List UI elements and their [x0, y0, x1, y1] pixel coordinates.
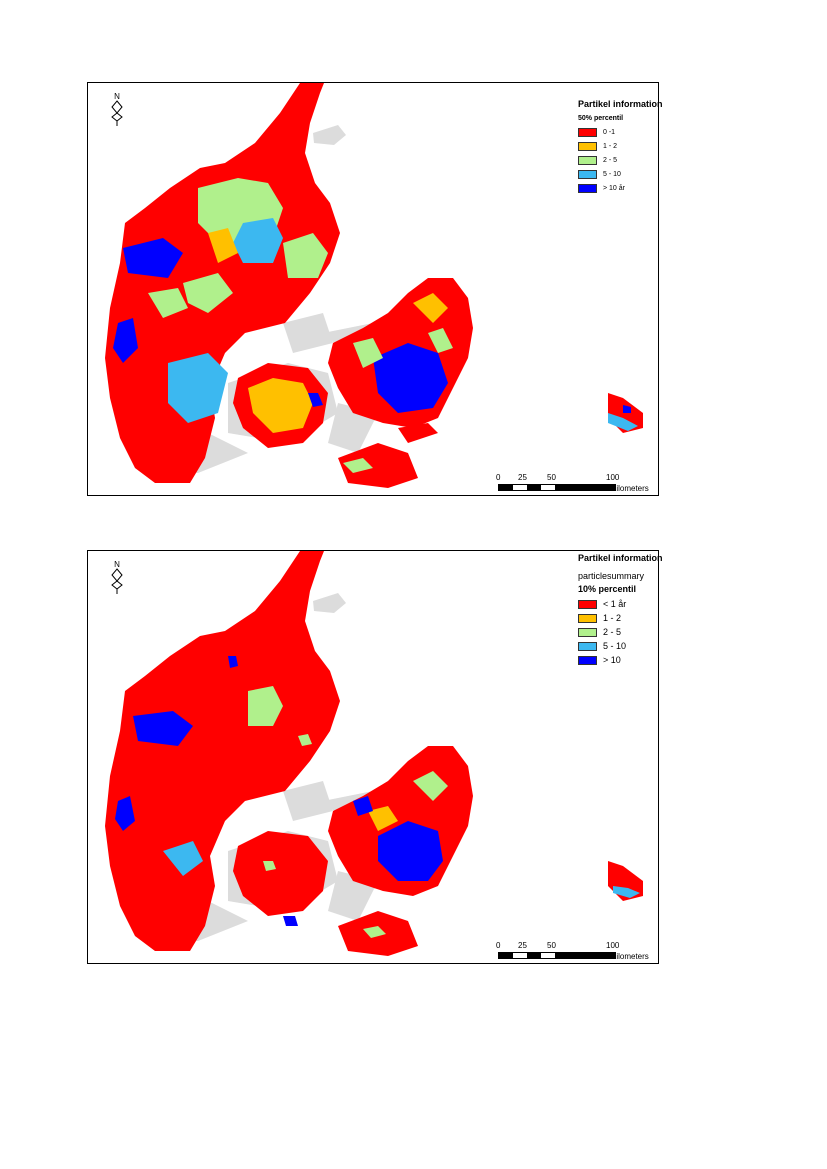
scale-label: 25 — [518, 941, 527, 950]
legend-label: 1 - 2 — [603, 613, 622, 623]
legend-swatch — [578, 655, 597, 665]
south-islands-region — [283, 911, 418, 956]
scale-unit: Kilometers — [611, 484, 649, 493]
north-arrow-icon: N — [111, 92, 123, 126]
zealand-region — [328, 746, 473, 896]
legend-subtitle: 50% percentil — [578, 115, 624, 122]
north-arrow-icon: N — [111, 560, 123, 594]
legend-item: 5 - 10 — [578, 167, 663, 181]
legend-label: 0 -1 — [603, 128, 616, 136]
scale-label: 100 — [606, 941, 620, 950]
scale-label: 0 — [496, 941, 501, 950]
legend-title: Partikel information — [578, 553, 663, 563]
zealand-region — [328, 278, 473, 428]
map-panel-50-percentile: N Partikel information 50% percentil 0 -… — [87, 82, 663, 496]
denmark-map — [105, 83, 643, 488]
legend-label: < 1 år — [603, 599, 627, 609]
scale-bar-graphic — [498, 484, 616, 491]
legend-title: Partikel information — [578, 99, 663, 109]
scale-bar-graphic — [498, 952, 616, 959]
legend-item: 1 - 2 — [578, 611, 663, 625]
legend-label: 1 - 2 — [603, 142, 618, 150]
legend-item: > 10 år — [578, 181, 663, 195]
legend-item: 2 - 5 — [578, 153, 663, 167]
legend-swatch — [578, 613, 597, 623]
funen-region — [233, 363, 328, 448]
legend-item: 0 -1 — [578, 125, 663, 139]
jutland-region — [105, 83, 340, 483]
legend-item: > 10 — [578, 653, 663, 667]
denmark-map — [105, 551, 643, 956]
legend-label: 2 - 5 — [603, 627, 622, 637]
funen-region — [233, 831, 328, 916]
bornholm-region — [608, 393, 643, 433]
scale-bar: 0 25 50 100 Kilometers — [493, 473, 663, 495]
legend-label: 2 - 5 — [603, 156, 618, 164]
scale-label: 50 — [547, 473, 556, 482]
bornholm-region — [608, 861, 643, 901]
legend-item: 1 - 2 — [578, 139, 663, 153]
north-letter: N — [114, 92, 120, 101]
legend-swatch — [578, 141, 597, 151]
legend-swatch — [578, 155, 597, 165]
legend-label: > 10 — [603, 655, 621, 665]
legend-swatch — [578, 641, 597, 651]
legend-swatch — [578, 127, 597, 137]
legend-label: 5 - 10 — [603, 170, 621, 178]
legend-swatch — [578, 599, 597, 609]
legend: Partikel information particlesummary 10%… — [578, 553, 663, 667]
legend-label: 5 - 10 — [603, 641, 627, 651]
jutland-region — [105, 551, 340, 951]
scale-label: 100 — [606, 473, 620, 482]
legend-swatch — [578, 183, 597, 193]
legend-swatch — [578, 169, 597, 179]
south-islands-region — [338, 423, 438, 488]
legend-subtitle: particlesummary — [578, 571, 645, 581]
map-panel-10-percentile: N Partikel information particlesummary 1… — [87, 550, 663, 964]
legend-item: 5 - 10 — [578, 639, 663, 653]
legend-label: > 10 år — [603, 184, 625, 192]
scale-label: 25 — [518, 473, 527, 482]
scale-label: 50 — [547, 941, 556, 950]
legend-subtitle: 10% percentil — [578, 584, 637, 594]
legend: Partikel information 50% percentil 0 -1 … — [578, 99, 663, 195]
scale-bar: 0 25 50 100 Kilometers — [493, 941, 663, 963]
scale-label: 0 — [496, 473, 501, 482]
scale-unit: Kilometers — [611, 952, 649, 961]
legend-swatch — [578, 627, 597, 637]
legend-item: < 1 år — [578, 597, 663, 611]
north-letter: N — [114, 560, 120, 569]
legend-item: 2 - 5 — [578, 625, 663, 639]
